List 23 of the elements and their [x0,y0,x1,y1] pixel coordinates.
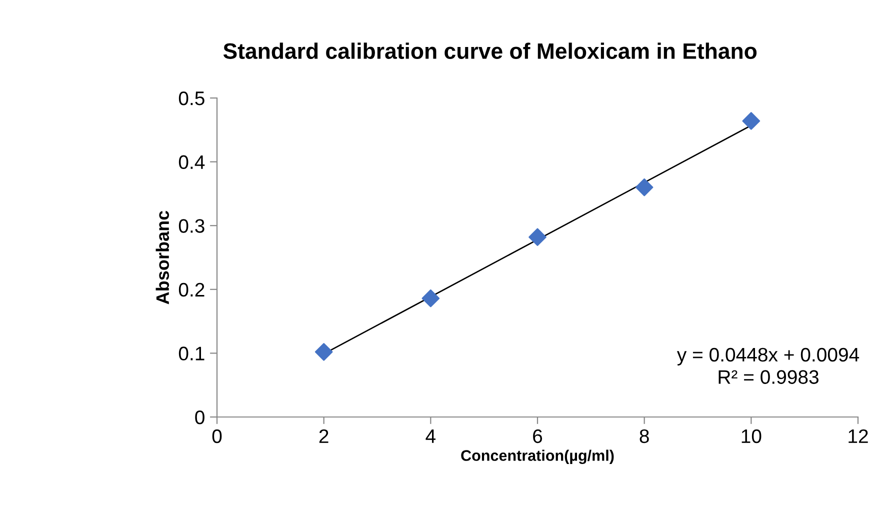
x-tick-label: 0 [212,429,222,444]
y-tick-label: 0.1 [178,346,204,360]
y-tick-label: 0 [195,410,204,424]
annotation: R² = 0.9983 [718,370,818,384]
chart-title: Standard calibration curve of Meloxicam in Ethano [223,42,757,59]
x-tick-label: 2 [319,429,328,443]
y-tick-label: 0.5 [178,91,204,106]
point [635,178,654,196]
point [742,112,760,130]
y-tick-label: 0.3 [178,219,204,233]
point [314,343,333,361]
x-tick-label: 10 [742,429,762,444]
y-axis-title: Absorbanc [156,210,170,304]
x-tick-label: 8 [640,429,649,444]
y-tick-label: 0.2 [178,282,204,297]
x-tick-label: 4 [426,430,436,443]
point [422,289,440,308]
x-tick-label: 12 [848,429,868,443]
y-tick-label: 0.4 [178,155,205,170]
point [528,228,546,246]
x-axis-title: Concentration(µg/ml) [461,450,614,464]
x-tick-label: 6 [533,429,542,444]
annotation: y = 0.0448x + 0.0094 [676,348,860,366]
